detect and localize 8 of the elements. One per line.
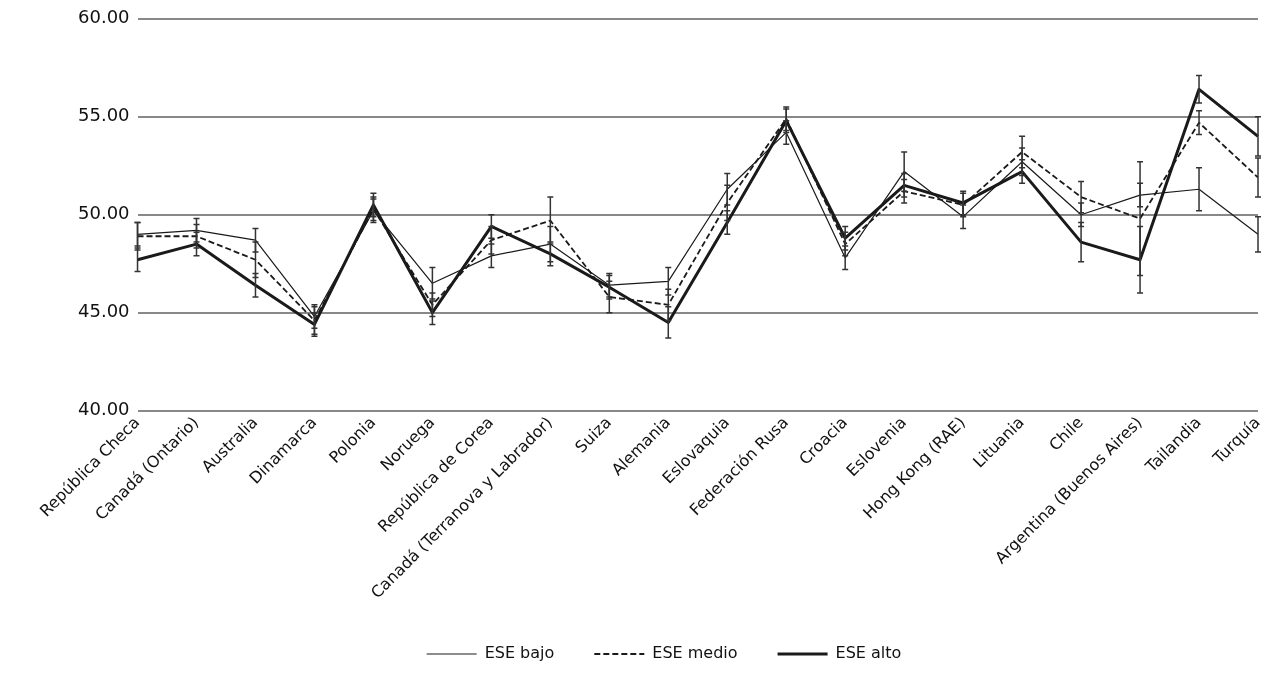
y-tick-label: 55.00 [78,104,130,126]
y-tick-label: 60.00 [78,6,130,28]
y-tick-label: 40.00 [78,398,130,420]
legend-label: ESE medio [652,643,738,663]
legend-label: ESE alto [835,643,902,663]
legend-label: ESE bajo [484,643,555,663]
y-tick-label: 45.00 [78,300,130,322]
y-tick-label: 50.00 [78,202,130,224]
